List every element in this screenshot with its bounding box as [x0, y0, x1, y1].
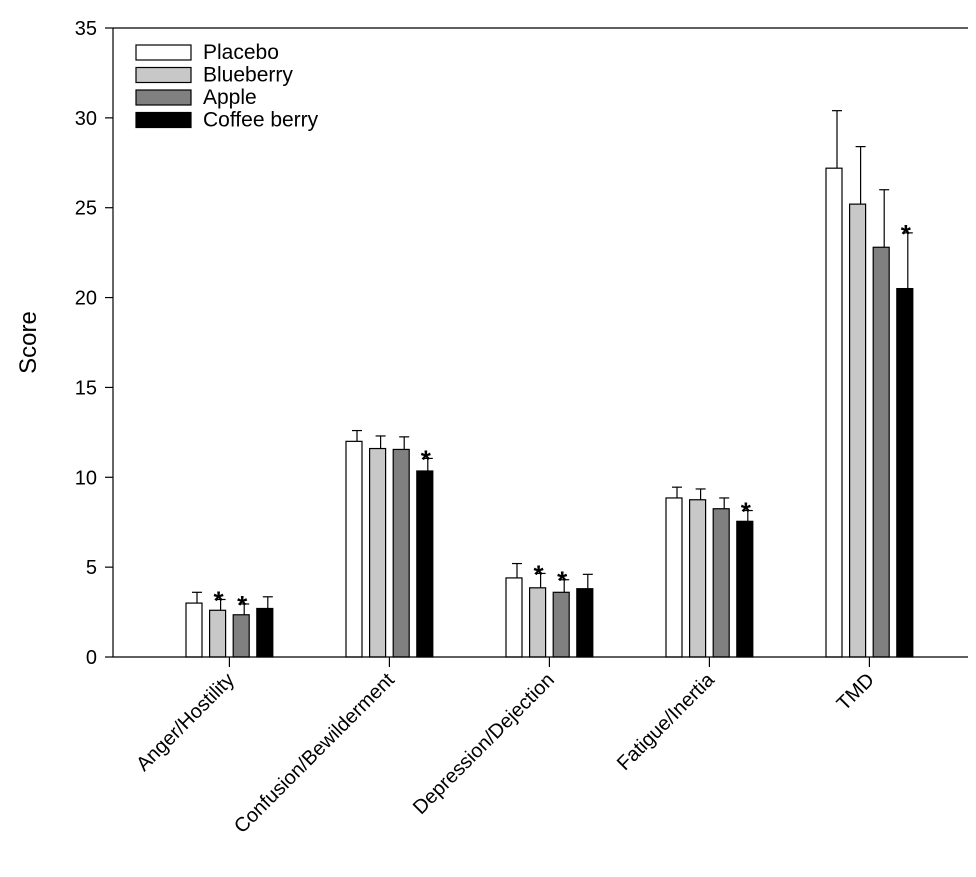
y-tick-label: 0 — [86, 647, 97, 669]
y-tick-label: 5 — [86, 557, 97, 579]
x-category-label: Anger/Hostility — [132, 669, 239, 776]
legend-label-1: Blueberry — [203, 64, 293, 87]
axes-layer — [112, 27, 968, 658]
bar-0-2 — [505, 577, 523, 658]
y-tick-label: 30 — [75, 108, 97, 130]
y-tick-label: 25 — [75, 198, 97, 220]
significance-star-1-2: * — [534, 559, 545, 589]
x-category-label: Depression/Dejection — [409, 669, 559, 819]
y-tick-label: 10 — [75, 467, 97, 489]
significance-star-1-0: * — [214, 585, 225, 615]
bar-3-1 — [416, 470, 434, 658]
bar-0-1 — [345, 440, 363, 658]
bar-1-0 — [209, 609, 227, 658]
bar-2-4 — [872, 246, 890, 658]
bar-2-0 — [232, 614, 250, 658]
bar-0-4 — [825, 167, 843, 658]
x-category-label: Fatigue/Inertia — [613, 668, 720, 775]
legend-swatch-3 — [135, 111, 192, 129]
bar-1-2 — [528, 587, 547, 658]
bars-layer — [185, 167, 914, 658]
x-category-label: Confusion/Bewilderment — [230, 669, 399, 838]
bar-3-4 — [896, 287, 914, 658]
y-tick-label: 15 — [75, 377, 97, 399]
bar-0-3 — [665, 497, 683, 658]
legend-swatch-2 — [135, 89, 192, 106]
bar-2-3 — [712, 508, 730, 658]
bar-1-3 — [688, 499, 707, 658]
bar-1-1 — [369, 447, 387, 658]
bar-3-2 — [576, 588, 594, 658]
y-ticks-layer: 0 5 10 15 20 25 30 35 — [75, 18, 113, 669]
bar-0-0 — [185, 602, 203, 658]
significance-star-3-4: * — [901, 219, 912, 249]
significance-star-2-0: * — [237, 590, 248, 620]
legend-label-3: Coffee berry — [203, 109, 319, 132]
bar-3-3 — [736, 520, 754, 658]
significance-star-3-1: * — [421, 444, 432, 474]
legend-label-2: Apple — [203, 86, 257, 109]
error-bars-layer — [192, 110, 913, 615]
y-tick-label: 20 — [75, 288, 97, 310]
significance-layer: * * * * * * * — [214, 219, 912, 620]
y-axis-title: Score — [15, 311, 42, 374]
bar-3-0 — [256, 607, 274, 658]
bar-2-2 — [552, 591, 570, 658]
legend-swatch-1 — [135, 66, 192, 84]
legend-label-0: Placebo — [203, 41, 279, 64]
bar-1-4 — [848, 203, 867, 658]
x-category-label: TMD — [833, 669, 879, 715]
y-tick-label: 35 — [75, 18, 97, 40]
legend-swatch-0 — [135, 44, 192, 61]
significance-star-3-3: * — [741, 497, 752, 527]
bar-2-1 — [392, 448, 410, 658]
significance-star-2-2: * — [557, 566, 568, 596]
